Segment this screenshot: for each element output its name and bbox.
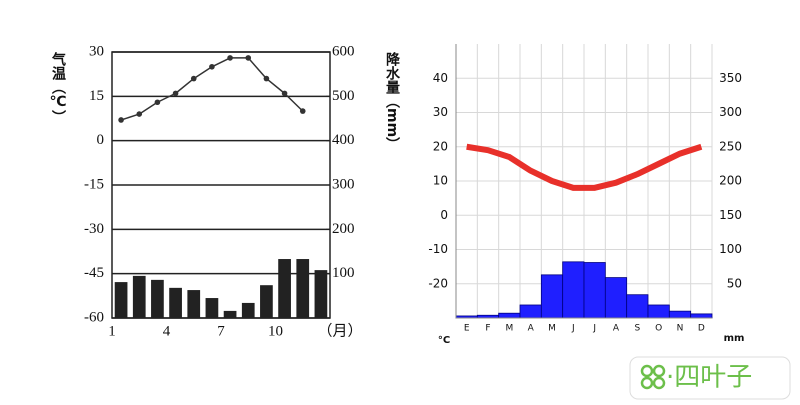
frame (111, 51, 331, 319)
bar (260, 285, 273, 318)
point (136, 111, 143, 117)
point (263, 75, 270, 82)
y-axis-title: °C (438, 335, 450, 346)
x-tick-label: D (698, 324, 705, 334)
y-tick-label: 0 (97, 132, 105, 148)
bar (519, 304, 542, 319)
y2-tick-label: 350 (719, 71, 742, 85)
bar (540, 274, 564, 319)
y2-tick-label: 400 (332, 132, 355, 148)
bar (296, 259, 310, 318)
y-tick-label: 30 (433, 105, 448, 119)
point (245, 55, 252, 61)
bar (241, 302, 255, 318)
y-axis-title: 气温（℃） (49, 51, 67, 124)
bar (583, 262, 606, 319)
y-tick-label: 30 (89, 43, 104, 59)
y2-tick-label: 200 (719, 174, 742, 188)
bar (278, 259, 291, 318)
y2-tick-label: 300 (719, 105, 742, 119)
y2-axis-title: mm (724, 333, 745, 344)
x-tick-label: M (548, 324, 556, 334)
point (227, 55, 233, 61)
y2-tick-label: 500 (332, 88, 355, 104)
point (190, 75, 197, 82)
point (154, 99, 161, 106)
y-tick-label: -30 (84, 221, 104, 237)
point (281, 90, 288, 97)
watermark-icon (640, 364, 666, 390)
bar (314, 270, 328, 318)
x-tick-label: N (677, 324, 684, 334)
x-tick-label: A (613, 324, 620, 334)
bar (668, 310, 692, 319)
bar (626, 294, 649, 319)
x-tick-label: O (655, 324, 662, 334)
y2-tick-label: 100 (332, 265, 355, 281)
bar (151, 279, 164, 318)
y-tick-label: -10 (428, 242, 448, 256)
x-tick-label: J (592, 324, 596, 334)
x-tick-label: 7 (217, 323, 225, 339)
point (172, 90, 179, 97)
bar (187, 290, 201, 318)
y2-tick-label: 150 (719, 208, 742, 222)
point (209, 63, 215, 70)
bar (114, 282, 128, 318)
y-tick-label: -60 (84, 309, 104, 325)
watermark: ·四叶子 (629, 356, 791, 400)
bar (223, 310, 237, 318)
y-tick-label: 20 (433, 139, 448, 153)
x-tick-label: F (485, 324, 490, 334)
x-tick-label: S (634, 324, 640, 334)
y-tick-label: 0 (440, 208, 448, 222)
y-tick-label: 15 (89, 88, 104, 104)
y2-tick-label: 300 (332, 176, 355, 192)
x-axis-label: （月） (317, 322, 362, 339)
y-tick-label: 10 (433, 174, 448, 188)
x-tick-label: 10 (268, 323, 283, 339)
bar (132, 275, 146, 318)
bar (562, 261, 585, 319)
y2-axis-title: 降水量（mm） (384, 51, 401, 151)
y-tick-label: -45 (84, 265, 104, 281)
y-tick-label: -15 (84, 176, 104, 192)
y2-tick-label: 100 (719, 242, 742, 256)
y-tick-label: 40 (433, 71, 448, 85)
x-tick-label: J (571, 324, 575, 334)
bar (690, 313, 713, 319)
y2-tick-label: 600 (332, 43, 355, 59)
point (299, 108, 306, 114)
watermark-box (629, 356, 791, 400)
x-tick-label: 1 (108, 323, 116, 339)
x-tick-label: 4 (163, 323, 171, 339)
bar (169, 287, 182, 318)
y-tick-label: -20 (428, 276, 448, 290)
chart: 30 15 0 -15 -30 -45 -60 600 500 400 300 200 100 1 4 7 10… (49, 43, 401, 339)
y2-tick-label: 250 (719, 139, 742, 153)
bar (205, 298, 219, 318)
point (118, 117, 124, 123)
y2-tick-label: 200 (332, 221, 355, 237)
x-tick-label: A (528, 324, 535, 334)
line (466, 143, 703, 191)
bar (604, 277, 628, 319)
watermark-text: ·四叶子 (666, 363, 752, 393)
x-tick-label: M (505, 324, 513, 334)
x-tick-label: E (464, 324, 470, 334)
bar (498, 312, 521, 319)
y2-tick-label: 50 (727, 276, 742, 290)
bar (647, 304, 670, 319)
